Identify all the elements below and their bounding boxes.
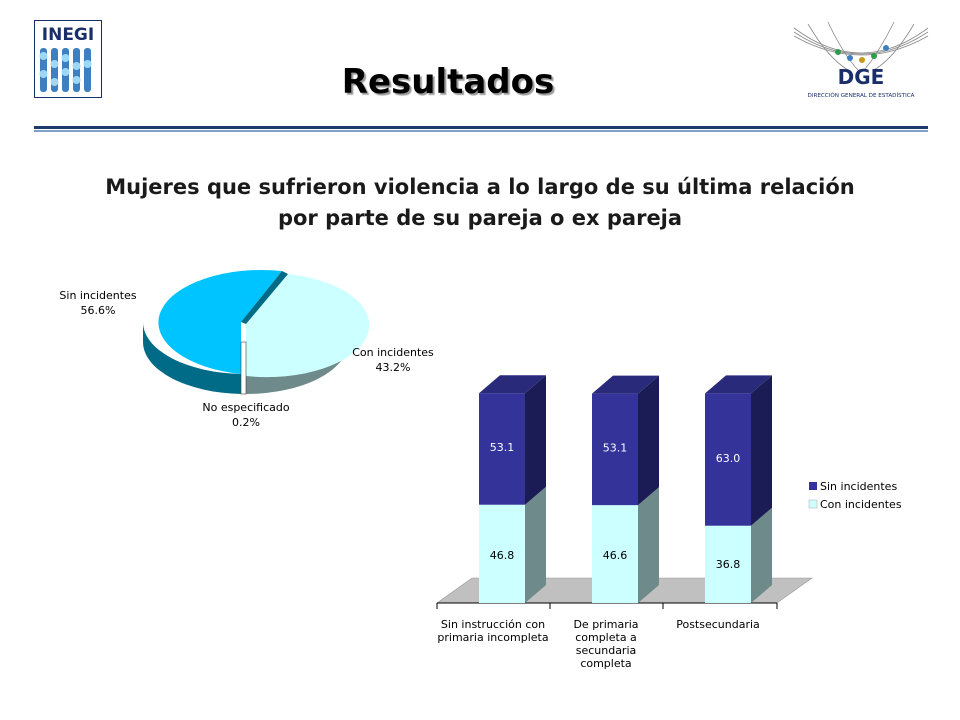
pie-label-con-incidentes: Con incidentes [352, 346, 434, 359]
bar-value-con-incidentes: 36.8 [716, 558, 741, 571]
x-axis-category-label: Sin instrucción con [441, 618, 545, 631]
dge-logo-subtext: DIRECCIÓN GENERAL DE ESTADÍSTICA [808, 92, 915, 99]
bar-con-incidentes-side [751, 507, 772, 603]
bar-sin-incidentes-side [751, 375, 772, 526]
chart-subtitle: Mujeres que sufrieron violencia a lo lar… [40, 172, 920, 234]
bar-value-sin-incidentes: 53.1 [490, 441, 515, 454]
x-axis-category-label: Postsecundaria [676, 618, 760, 631]
x-axis-category-label: De primaria [573, 618, 638, 631]
bar-series-group: 53.1 46.8 53.1 46.6 63.0 36.8 [479, 375, 772, 603]
pie-slice-con-incidentes [246, 274, 370, 378]
legend-swatch-sin-incidentes [809, 482, 817, 490]
x-axis-category-label: secundaria [576, 644, 637, 657]
pie-slice-sin-incidentes-side [142, 322, 241, 394]
subtitle-line-2: por parte de su pareja o ex pareja [277, 206, 683, 230]
subtitle-line-1: Mujeres que sufrieron violencia a lo lar… [105, 175, 855, 199]
pie-slice-sin-incidentes [158, 269, 282, 374]
bar-chart: 53.1 46.8 53.1 46.6 63.0 36.8 Sin instrucción… [436, 375, 902, 670]
bar-top [705, 375, 772, 394]
bar-value-sin-incidentes: 53.1 [603, 442, 628, 455]
bar-top [479, 375, 546, 394]
pie-label-no-especificado: No especificado [202, 401, 290, 414]
legend-swatch-con-incidentes [808, 499, 818, 509]
page-title: Resultados [341, 62, 555, 102]
dge-logo: DGE DIRECCIÓN GENERAL DE ESTADÍSTICA [793, 21, 929, 99]
bar-value-sin-incidentes: 63.0 [716, 452, 741, 465]
bar-sin-incidentes-side [638, 375, 659, 506]
pie-wedge-edge [241, 271, 288, 324]
dge-logo-text: DGE [838, 65, 885, 89]
bar-con-incidentes [592, 505, 638, 603]
legend-label-con-incidentes: Con incidentes [820, 498, 902, 511]
bar-con-incidentes [705, 525, 751, 603]
bar-sin-incidentes-side [525, 375, 546, 505]
pie-slice-no-especificado [240, 341, 247, 395]
pie-value-no-especificado: 0.2% [232, 416, 260, 429]
header-rule-accent [34, 130, 928, 132]
bar-sin-incidentes [479, 393, 525, 505]
bar-value-con-incidentes: 46.8 [490, 549, 515, 562]
bar-value-con-incidentes: 46.6 [603, 549, 628, 562]
inegi-logo-text: INEGI [42, 25, 94, 45]
legend-label-sin-incidentes: Sin incidentes [820, 480, 897, 493]
bar-legend: Sin incidentes Con incidentes [808, 480, 902, 511]
inegi-logo: INEGI [34, 20, 102, 98]
header-rule [34, 126, 928, 129]
bar-top [592, 375, 659, 394]
bar-sin-incidentes [592, 393, 638, 506]
bar-con-incidentes-side [638, 487, 659, 603]
pie-label-sin-incidentes: Sin incidentes [59, 289, 136, 302]
pie-value-con-incidentes: 43.2% [376, 361, 411, 374]
x-axis-category-label: completa [580, 657, 631, 670]
bar-con-incidentes [479, 504, 525, 603]
x-axis-category-label: primaria incompleta [437, 631, 548, 644]
pie-chart: Sin incidentes 56.6% Con incidentes 43.2… [59, 269, 434, 429]
x-axis-category-label: completa a [575, 631, 637, 644]
bar-con-incidentes-side [525, 486, 546, 603]
bar-sin-incidentes [705, 393, 751, 526]
pie-value-sin-incidentes: 56.6% [81, 304, 116, 317]
